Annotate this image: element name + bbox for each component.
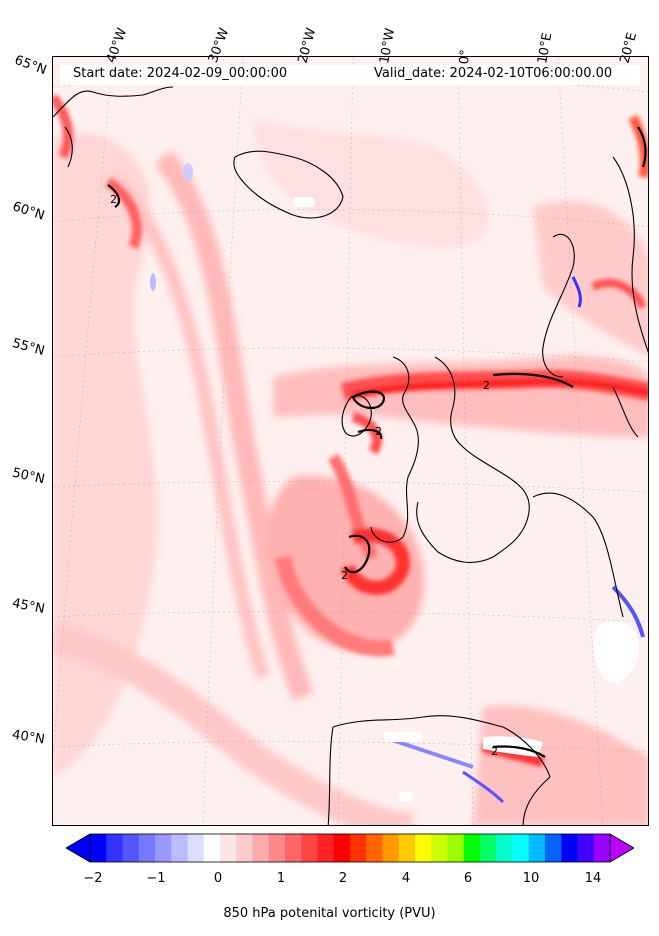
colorbar-segment [333,834,351,862]
map-panel: 2 2 2 2 2 [52,56,649,826]
lat-label-45n: 45°N [10,596,46,617]
colorbar-segment [122,834,140,862]
colorbar-segment [138,834,156,862]
colorbar-segment [220,834,237,862]
colorbar-segment [187,834,205,862]
colorbar-segment [171,834,188,862]
coastlines [53,86,648,825]
colorbar-segment [431,834,448,862]
colorbar-segment [415,834,432,862]
colorbar-segment [366,834,383,862]
contour-label: 2 [375,425,382,438]
colorbar-tick-label: 0 [213,871,223,886]
colorbar-segment [593,834,611,862]
lat-label-55n: 55°N [10,336,47,359]
colorbar-tick-label: −1 [146,871,166,886]
colorbar-segment [301,834,318,862]
masked-areas [293,197,639,802]
header-band [60,65,640,85]
colorbar-segments [90,834,611,862]
lat-label-50n: 50°N [10,465,47,488]
vorticity-map: 2 2 2 2 2 [53,57,648,825]
colorbar-segment [90,834,107,862]
colorbar-label: 850 hPa potenital vorticity (PVU) [223,906,436,921]
colorbar-segment [545,834,562,862]
colorbar-outline [89,833,611,863]
colorbar-segment [236,834,253,862]
contour-label: 2 [483,379,490,392]
colorbar-segment [528,834,546,862]
colorbar-segment [496,834,513,862]
colorbar-tick-label: −2 [83,871,103,886]
colorbar-tick-label: 2 [338,871,348,886]
colorbar-segment [285,834,302,862]
colorbar-under-triangle [66,833,91,863]
contour-label: 2 [110,193,117,206]
colorbar-segment [577,834,595,862]
colorbar-tick-label: 10 [522,871,540,886]
colorbar-segment [106,834,123,862]
colorbar-tick-label: 1 [276,871,286,886]
contour-label: 2 [491,745,498,758]
colorbar-segment [203,834,221,862]
colorbar-segment [447,834,465,862]
colorbar-tick-label: 4 [401,871,411,886]
colorbar-segment [561,834,578,862]
lat-label-60n: 60°N [10,199,47,224]
colorbar-segment [268,834,286,862]
contour-label: 2 [341,569,348,582]
contour-labels: 2 2 2 2 2 [110,193,498,758]
lat-label-65n: 65°N [12,52,49,79]
colorbar-over-triangle [609,833,634,863]
start-date-label: Start date: 2024-02-09_00:00:00 [73,66,288,81]
colorbar-segment [463,834,481,862]
colorbar-tick-label: 6 [463,871,473,886]
lat-label-40n: 40°N [11,727,46,748]
colorbar-tick-label: 14 [584,871,602,886]
colorbar [66,833,634,863]
colorbar-segment [317,834,335,862]
lon-label-0: 0° [457,48,474,65]
colorbar-segment [512,834,530,862]
colorbar-segment [398,834,416,862]
colorbar-segment [480,834,497,862]
colorbar-segment [382,834,400,862]
colorbar-segment [350,834,367,862]
colorbar-segment [252,834,270,862]
colorbar-segment [155,834,172,862]
pv2-contours [107,126,647,758]
valid-date-label: Valid_date: 2024-02-10T06:00:00.00 [374,66,613,81]
